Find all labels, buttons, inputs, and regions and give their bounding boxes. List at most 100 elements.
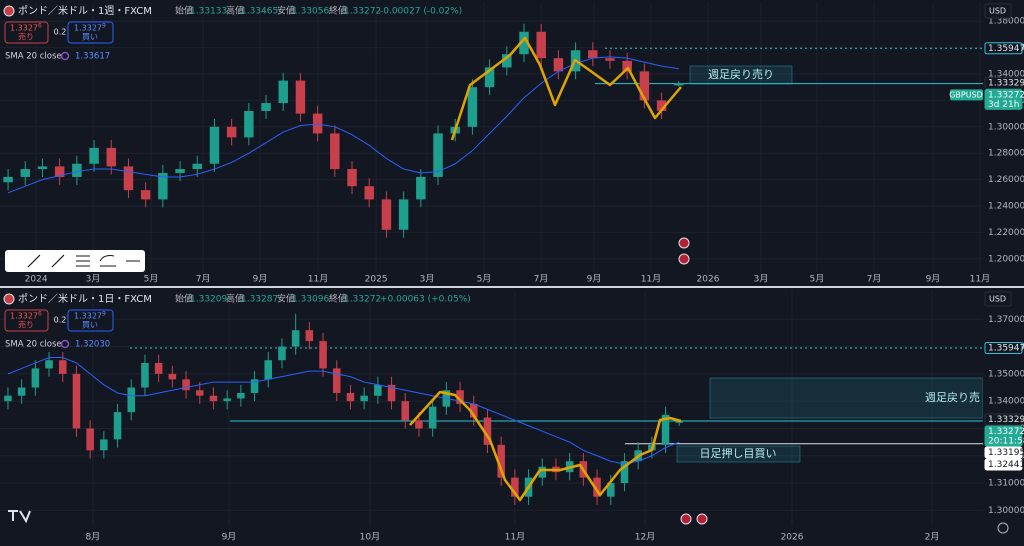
x-tick-label: 8月: [86, 532, 101, 543]
candle-body: [346, 392, 355, 402]
candle-body: [141, 362, 149, 388]
x-tick-label: 9月: [222, 532, 237, 543]
currency-button[interactable]: [984, 291, 1012, 307]
spread: 0.2: [54, 316, 67, 325]
candle-body: [295, 80, 306, 114]
candle-body: [675, 421, 684, 423]
candle-body: [264, 360, 273, 380]
logo: [8, 510, 31, 524]
candle-body: [661, 414, 670, 445]
sell-digit: 6: [38, 23, 42, 30]
candle-body: [100, 439, 108, 451]
price-badge: [984, 342, 1023, 355]
x-tick-label: 5月: [810, 274, 825, 285]
ohlc-value: 1.33465: [241, 7, 278, 17]
x-tick-label: 7月: [196, 274, 211, 285]
chart-panel: 週足戻り売り 1.20000 1.22000 1.24000 1.26000 1.2800…: [0, 2, 1024, 285]
candle-body: [3, 176, 13, 183]
y-tick-label: 1.22000: [988, 228, 1024, 238]
tool-icon[interactable]: [27, 254, 41, 268]
ohlc-name: 安値: [277, 5, 295, 17]
candle-body: [168, 373, 177, 380]
annotation-box: [709, 377, 983, 419]
candle-body: [553, 58, 564, 72]
ohlc-value: 1.33287: [241, 295, 278, 305]
candle-body: [106, 147, 116, 167]
currency-label: USD: [989, 295, 1006, 304]
candle-body: [606, 483, 615, 497]
candle-body: [312, 113, 323, 134]
candle-body: [291, 330, 300, 347]
candle-body: [223, 398, 231, 402]
candle-body: [4, 395, 12, 402]
candle-body: [360, 395, 368, 402]
spread: 0.2: [54, 28, 67, 37]
x-tick-label: 9月: [587, 274, 602, 285]
y-tick-label: 1.34000: [988, 70, 1024, 80]
x-tick-label: 10月: [360, 532, 380, 543]
y-tick-label: 1.20000: [988, 254, 1024, 264]
buy-label: 買い: [82, 33, 98, 42]
x-tick-label: 11月: [505, 532, 525, 543]
x-tick-label: 3月: [754, 274, 769, 285]
sell-button[interactable]: [4, 309, 49, 332]
candle-body: [72, 373, 81, 429]
sma-line: [7, 357, 680, 465]
currency-button[interactable]: [984, 3, 1012, 19]
indicator-icon: [60, 339, 70, 349]
price-badge: [984, 458, 1023, 471]
settings-icon[interactable]: [997, 522, 1009, 534]
x-tick-label: 2025: [365, 275, 388, 285]
price-badge: [984, 76, 1023, 89]
candle-body: [588, 50, 598, 59]
event-flag[interactable]: [680, 513, 692, 525]
candle-body: [605, 58, 615, 61]
candle-body: [305, 330, 314, 342]
candle-body: [381, 199, 392, 230]
candle-body: [127, 387, 136, 413]
drawing-toolbar[interactable]: [5, 250, 145, 272]
sma-line: [7, 56, 679, 194]
event-flag[interactable]: [678, 237, 690, 249]
candle-body: [209, 395, 218, 402]
price-badge-label: 1.33329: [988, 78, 1024, 88]
panel-separator: [0, 286, 1024, 288]
candle-body: [398, 199, 409, 230]
candle-body: [511, 477, 519, 497]
candle-body: [519, 31, 529, 55]
chart-title: ポンド／米ドル・1日・FXCM: [18, 292, 152, 305]
x-tick-label: 12月: [635, 532, 655, 543]
candle-body: [364, 186, 374, 200]
change: -0.00027 (-0.02%): [380, 7, 462, 17]
candle-body: [182, 379, 190, 391]
buy-button[interactable]: [67, 309, 114, 332]
tool-icon[interactable]: [51, 254, 65, 268]
price-badge-label: 1.33195: [988, 448, 1024, 458]
price-badge-label: 1.32441: [988, 460, 1024, 470]
x-tick-label: 2024: [25, 275, 48, 285]
sell-button[interactable]: [4, 21, 49, 44]
candle-body: [469, 403, 478, 418]
candle-body: [622, 60, 632, 72]
ohlc-value: 1.33272: [344, 295, 381, 305]
ohlc-value: 1.33209: [190, 295, 227, 305]
candle-body: [192, 163, 202, 170]
x-tick-label: 2月: [925, 532, 940, 543]
candle-body: [593, 477, 601, 497]
event-flag[interactable]: [696, 513, 708, 525]
price-badge-label: 1.35947: [988, 44, 1024, 54]
price-badge: [984, 413, 1023, 426]
ohlc-name: 高値: [226, 293, 244, 305]
event-flag[interactable]: [678, 253, 690, 265]
tool-icon[interactable]: [99, 255, 116, 267]
buy-price: 1.3327: [74, 312, 102, 321]
candle-body: [538, 466, 547, 478]
sell-price: 1.3327: [10, 24, 38, 33]
candle-body: [140, 190, 151, 200]
buy-button[interactable]: [67, 21, 114, 44]
candle-body: [54, 166, 65, 177]
price-badge-label: 1.33272: [988, 427, 1024, 437]
candle-body: [502, 54, 512, 68]
candle-body: [415, 420, 423, 429]
indicator-value: 1.33617: [75, 52, 110, 62]
